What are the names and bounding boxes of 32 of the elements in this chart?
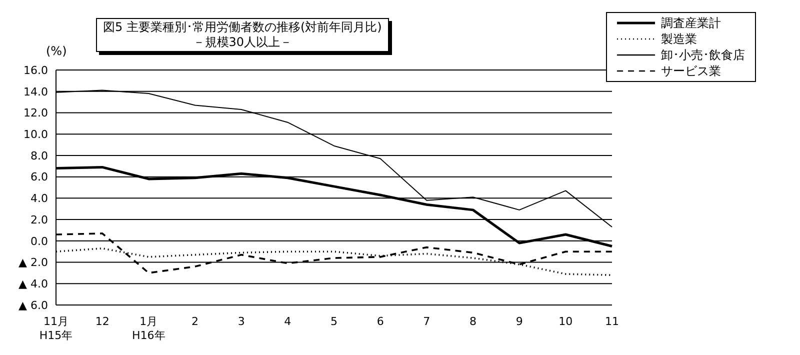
y-tick-label: 8.0 [30,149,48,162]
x-tick-label: 4 [284,315,292,328]
y-tick-label: 16.0 [24,64,48,77]
x-tick-label: 9 [516,315,523,328]
chart-subtitle: －規模30人以上－ [192,35,294,50]
y-tick-label: 4.0 [30,192,48,206]
x-tick-label: 1月 H16年 [132,315,166,342]
y-tick-label: 14.0 [24,85,48,98]
x-tick-label: 3 [238,315,245,328]
x-tick-label: 11 [605,315,619,328]
x-tick-label: 12 [95,315,110,328]
y-tick-label: 6.0 [30,170,48,184]
y-tick-label: ▲ 4.0 [18,278,48,291]
legend-label: 製造業 [661,32,697,46]
y-tick-label: 10.0 [24,128,48,141]
y-tick-label: ▲ 6.0 [18,298,48,312]
y-tick-label: ▲ 2.0 [18,256,48,270]
legend-label: サービス業 [661,64,721,78]
y-tick-label: 12.0 [24,106,48,120]
legend-label: 調査産業計 [661,16,721,30]
y-tick-label: 2.0 [30,213,48,226]
x-tick-label: 2 [192,315,198,328]
x-tick-label: 10 [558,315,573,328]
legend-label: 卸･小売･飲食店 [661,48,745,62]
x-tick-label: 6 [376,315,384,328]
y-axis-title: (%) [46,44,67,58]
x-tick-label: 7 [423,315,430,328]
x-tick-label: 8 [470,315,476,328]
x-tick-label: 11月 H15年 [39,315,73,342]
x-tick-label: 5 [330,315,338,328]
y-tick-label: 0.0 [30,234,48,248]
chart-title: 図5 主要業種別･常用労働者数の推移(対前年同月比) [103,20,382,35]
